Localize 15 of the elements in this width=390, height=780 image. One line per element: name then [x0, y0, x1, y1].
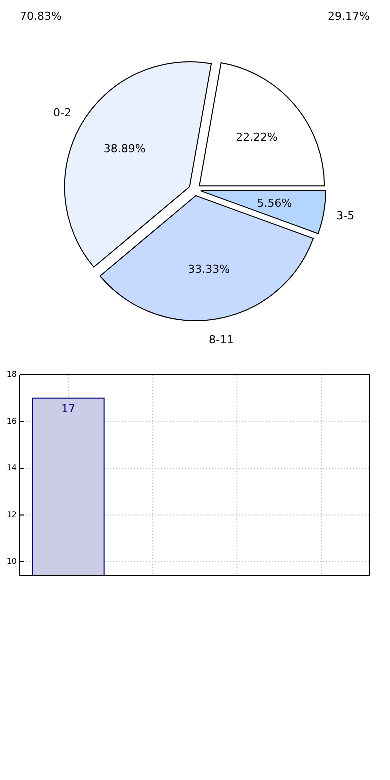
y-tick-label: 12	[6, 510, 17, 520]
data-label: 22.22%	[236, 130, 278, 144]
y-tick-label: 14	[6, 464, 17, 473]
data-label: 33.33%	[188, 262, 230, 276]
slice-label: 8-11	[209, 334, 234, 347]
data-label: 5.56%	[257, 197, 292, 210]
y-tick-label: 16	[6, 416, 17, 426]
data-label: 38.89%	[104, 142, 146, 156]
y-tick-label: 10	[6, 557, 17, 566]
slice-label: 3-5	[336, 210, 355, 223]
text: 29.17%	[328, 10, 370, 23]
data-label: 17	[61, 402, 76, 416]
y-tick-label: 18	[6, 370, 17, 380]
text: 70.83%	[20, 10, 62, 23]
slice-label: 0-2	[54, 106, 72, 120]
